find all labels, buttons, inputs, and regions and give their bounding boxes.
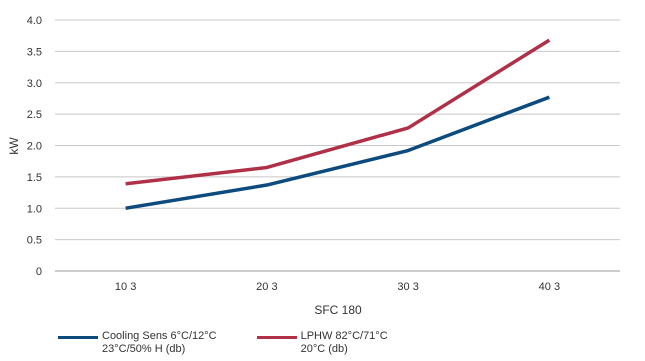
legend-item-lphw: LPHW 82°C/71°C 20°C (db) bbox=[256, 330, 388, 356]
gridlines bbox=[55, 19, 620, 272]
x-tick-labels: 10 3 20 3 30 3 40 3 bbox=[115, 281, 560, 293]
series-line-1 bbox=[125, 38, 551, 186]
x-tick-label: 20 3 bbox=[256, 281, 277, 293]
x-tick-label: 10 3 bbox=[115, 281, 136, 293]
y-tick-label: 1.0 bbox=[27, 203, 42, 215]
series-line-0 bbox=[125, 95, 550, 210]
y-tick-label: 3.0 bbox=[27, 78, 42, 90]
y-axis-title: kW bbox=[7, 137, 21, 155]
legend-label-cooling: Cooling Sens 6°C/12°C 23°C/50% H (db) bbox=[102, 330, 217, 355]
legend: Cooling Sens 6°C/12°C 23°C/50% H (db) LP… bbox=[58, 330, 388, 356]
x-tick-label: 40 3 bbox=[539, 281, 560, 293]
y-tick-label: 3.5 bbox=[27, 46, 42, 58]
series-lines bbox=[125, 38, 551, 210]
y-tick-label: 1.5 bbox=[27, 172, 42, 184]
legend-label-lphw: LPHW 82°C/71°C 20°C (db) bbox=[300, 330, 388, 355]
y-tick-label: 0 bbox=[36, 266, 42, 278]
legend-item-cooling: Cooling Sens 6°C/12°C 23°C/50% H (db) bbox=[58, 330, 217, 356]
y-tick-label: 2.5 bbox=[27, 109, 42, 121]
y-tick-labels: 0 0.5 1.0 1.5 2.0 2.5 3.0 3.5 4.0 bbox=[27, 15, 42, 278]
y-tick-label: 0.5 bbox=[27, 235, 42, 247]
x-tick-label: 30 3 bbox=[397, 281, 418, 293]
y-tick-label: 2.0 bbox=[27, 141, 42, 153]
legend-swatch-cooling bbox=[58, 336, 98, 339]
legend-swatch-lphw bbox=[256, 336, 297, 339]
x-axis-title: SFC 180 bbox=[314, 303, 362, 317]
y-tick-label: 4.0 bbox=[27, 15, 42, 27]
